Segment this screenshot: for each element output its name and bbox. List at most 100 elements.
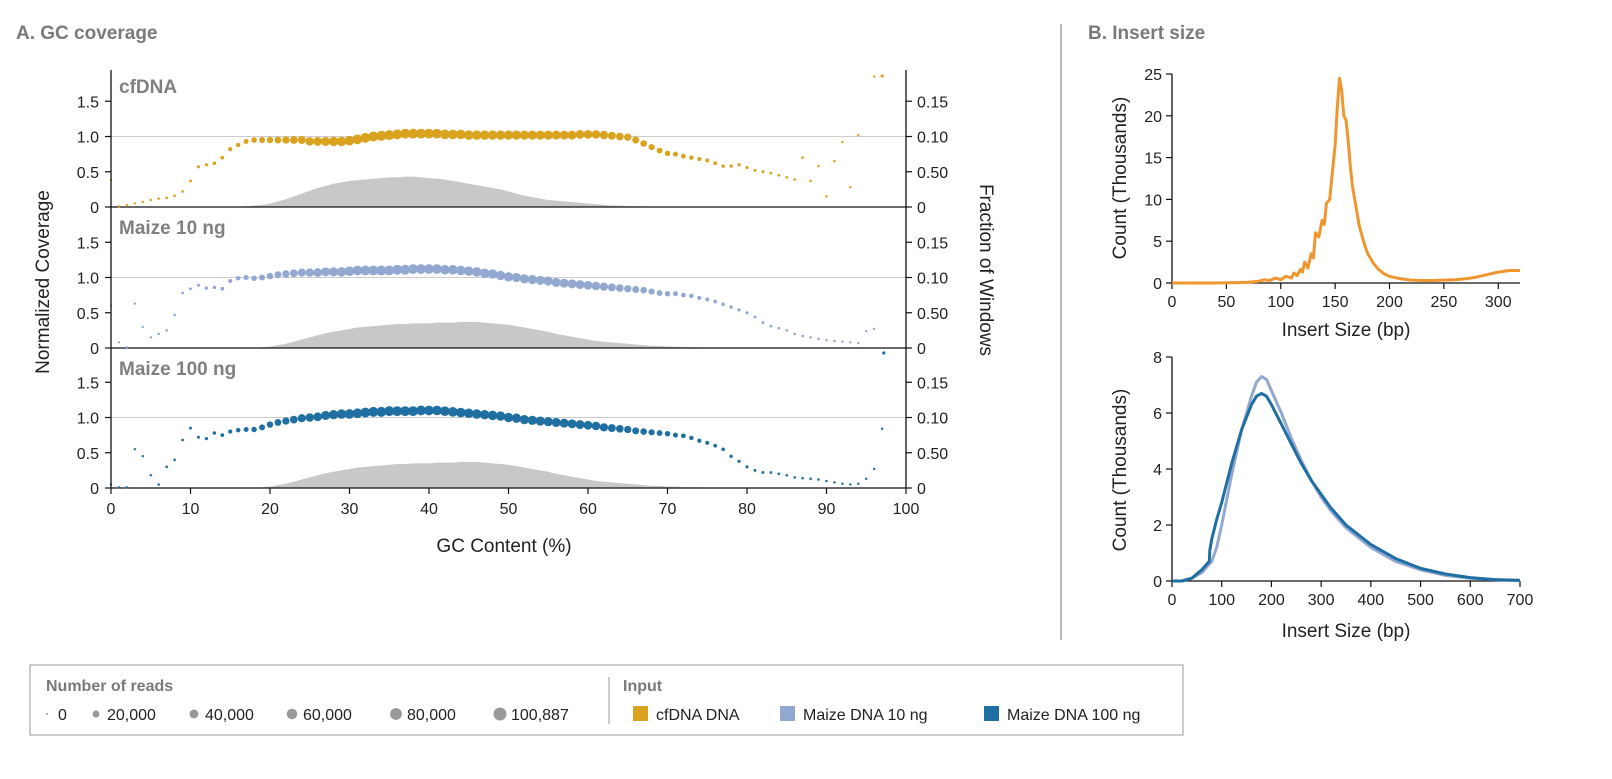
- coverage-point: [432, 264, 442, 274]
- coverage-point: [697, 438, 702, 443]
- coverage-point: [777, 173, 781, 177]
- coverage-point: [204, 437, 209, 441]
- coverage-point: [761, 170, 765, 174]
- coverage-point: [328, 267, 339, 277]
- coverage-point: [745, 165, 749, 170]
- coverage-point: [352, 408, 363, 419]
- coverage-point: [274, 136, 282, 144]
- coverage-point: [463, 408, 474, 419]
- panel-a-title: A. GC coverage: [16, 23, 158, 44]
- coverage-point: [624, 285, 632, 293]
- coverage-point: [753, 468, 757, 472]
- x-tick-label: 500: [1407, 592, 1434, 609]
- coverage-point: [880, 427, 884, 430]
- coverage-point: [705, 297, 710, 302]
- coverage-point-outlier: [880, 74, 884, 78]
- coverage-point: [495, 411, 506, 421]
- coverage-point: [543, 130, 553, 140]
- coverage-point: [313, 268, 323, 277]
- coverage-point: [607, 131, 616, 140]
- coverage-point: [632, 285, 640, 293]
- coverage-point: [872, 467, 876, 471]
- coverage-point: [149, 198, 152, 202]
- legend-reads-label: 100,887: [511, 707, 569, 724]
- x-tick-label: 50: [1217, 294, 1235, 311]
- series-line-maize100: [1172, 391, 1521, 583]
- y-tick-label: 4: [1153, 462, 1162, 479]
- coverage-point: [220, 286, 225, 291]
- y2-tick-label: 0.10: [917, 271, 948, 288]
- legend-reads-dot: [92, 710, 100, 718]
- coverage-point: [697, 156, 702, 162]
- coverage-point: [313, 412, 323, 422]
- coverage-point: [376, 265, 387, 276]
- x-tick-label: 0: [107, 501, 116, 518]
- coverage-point: [282, 136, 290, 144]
- coverage-point: [448, 129, 458, 140]
- coverage-point: [769, 471, 773, 474]
- coverage-point: [624, 425, 632, 434]
- coverage-point: [640, 286, 647, 294]
- y-tick-label: 1.0: [77, 411, 99, 428]
- coverage-point: [181, 438, 184, 442]
- coverage-point: [165, 329, 168, 332]
- fraction-area-maize100: [111, 461, 883, 488]
- legend-reads-label: 0: [58, 707, 67, 724]
- coverage-point: [173, 194, 176, 198]
- coverage-point: [527, 130, 537, 140]
- coverage-point: [801, 156, 804, 159]
- coverage-point: [228, 429, 233, 434]
- coverage-point: [535, 416, 545, 426]
- coverage-point: [266, 421, 274, 428]
- legend-reads-label: 80,000: [407, 707, 456, 724]
- coverage-point: [432, 405, 442, 416]
- coverage-point: [527, 415, 537, 425]
- coverage-point: [785, 473, 789, 477]
- coverage-point: [664, 150, 671, 157]
- coverage-point: [825, 195, 828, 198]
- y2-tick-label: 0.15: [917, 235, 948, 252]
- coverage-point: [479, 409, 490, 420]
- y-tick-label: 25: [1144, 67, 1162, 84]
- coverage-point: [801, 334, 804, 338]
- coverage-point: [220, 433, 225, 438]
- gc-x-axis-label: GC Content (%): [436, 536, 571, 557]
- coverage-point: [125, 486, 129, 489]
- coverage-point: [133, 302, 137, 305]
- legend-reads-dot: [390, 708, 402, 720]
- coverage-point: [559, 130, 569, 140]
- coverage-point: [133, 202, 137, 205]
- legend-input-items: cfDNA DNA Maize DNA 10 ng Maize DNA 100 ng: [633, 706, 1140, 724]
- coverage-point: [344, 135, 355, 146]
- coverage-point: [865, 477, 868, 481]
- coverage-point: [833, 159, 836, 163]
- coverage-point: [274, 418, 282, 426]
- coverage-point: [289, 415, 298, 424]
- coverage-point: [400, 406, 411, 417]
- y-tick-label: 1.0: [77, 130, 99, 147]
- coverage-point: [297, 268, 306, 277]
- coverage-point: [753, 168, 757, 172]
- coverage-point: [212, 285, 217, 290]
- gc-subplot-cfDNA: 0 0 0.5 0.50 1.0 0.10 1.5 0.15 cfDNA: [77, 75, 948, 217]
- coverage-point: [817, 164, 820, 168]
- coverage-point: [761, 471, 765, 474]
- subplot-label-cfDNA: cfDNA: [119, 77, 177, 98]
- coverage-point: [672, 151, 678, 157]
- coverage-point: [266, 272, 274, 280]
- coverage-point: [745, 465, 749, 469]
- coverage-point: [471, 130, 482, 140]
- coverage-point: [793, 178, 797, 181]
- coverage-point: [297, 414, 306, 423]
- coverage-point: [328, 136, 339, 147]
- coverage-point: [259, 424, 266, 431]
- coverage-point: [607, 424, 616, 433]
- coverage-point: [495, 130, 506, 140]
- insert-top-y-axis-label: Count (Thousands): [1110, 97, 1131, 260]
- coverage-point: [809, 336, 812, 339]
- coverage-point: [615, 132, 624, 141]
- panel-b-title: B. Insert size: [1088, 23, 1205, 44]
- coverage-point: [583, 280, 593, 290]
- coverage-point: [408, 406, 419, 417]
